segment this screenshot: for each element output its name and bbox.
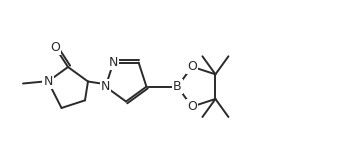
Text: O: O xyxy=(50,40,60,53)
Text: N: N xyxy=(101,80,110,93)
Text: N: N xyxy=(43,75,53,88)
Text: O: O xyxy=(187,100,197,113)
Text: N: N xyxy=(109,56,118,69)
Text: O: O xyxy=(187,60,197,73)
Text: B: B xyxy=(173,80,182,93)
